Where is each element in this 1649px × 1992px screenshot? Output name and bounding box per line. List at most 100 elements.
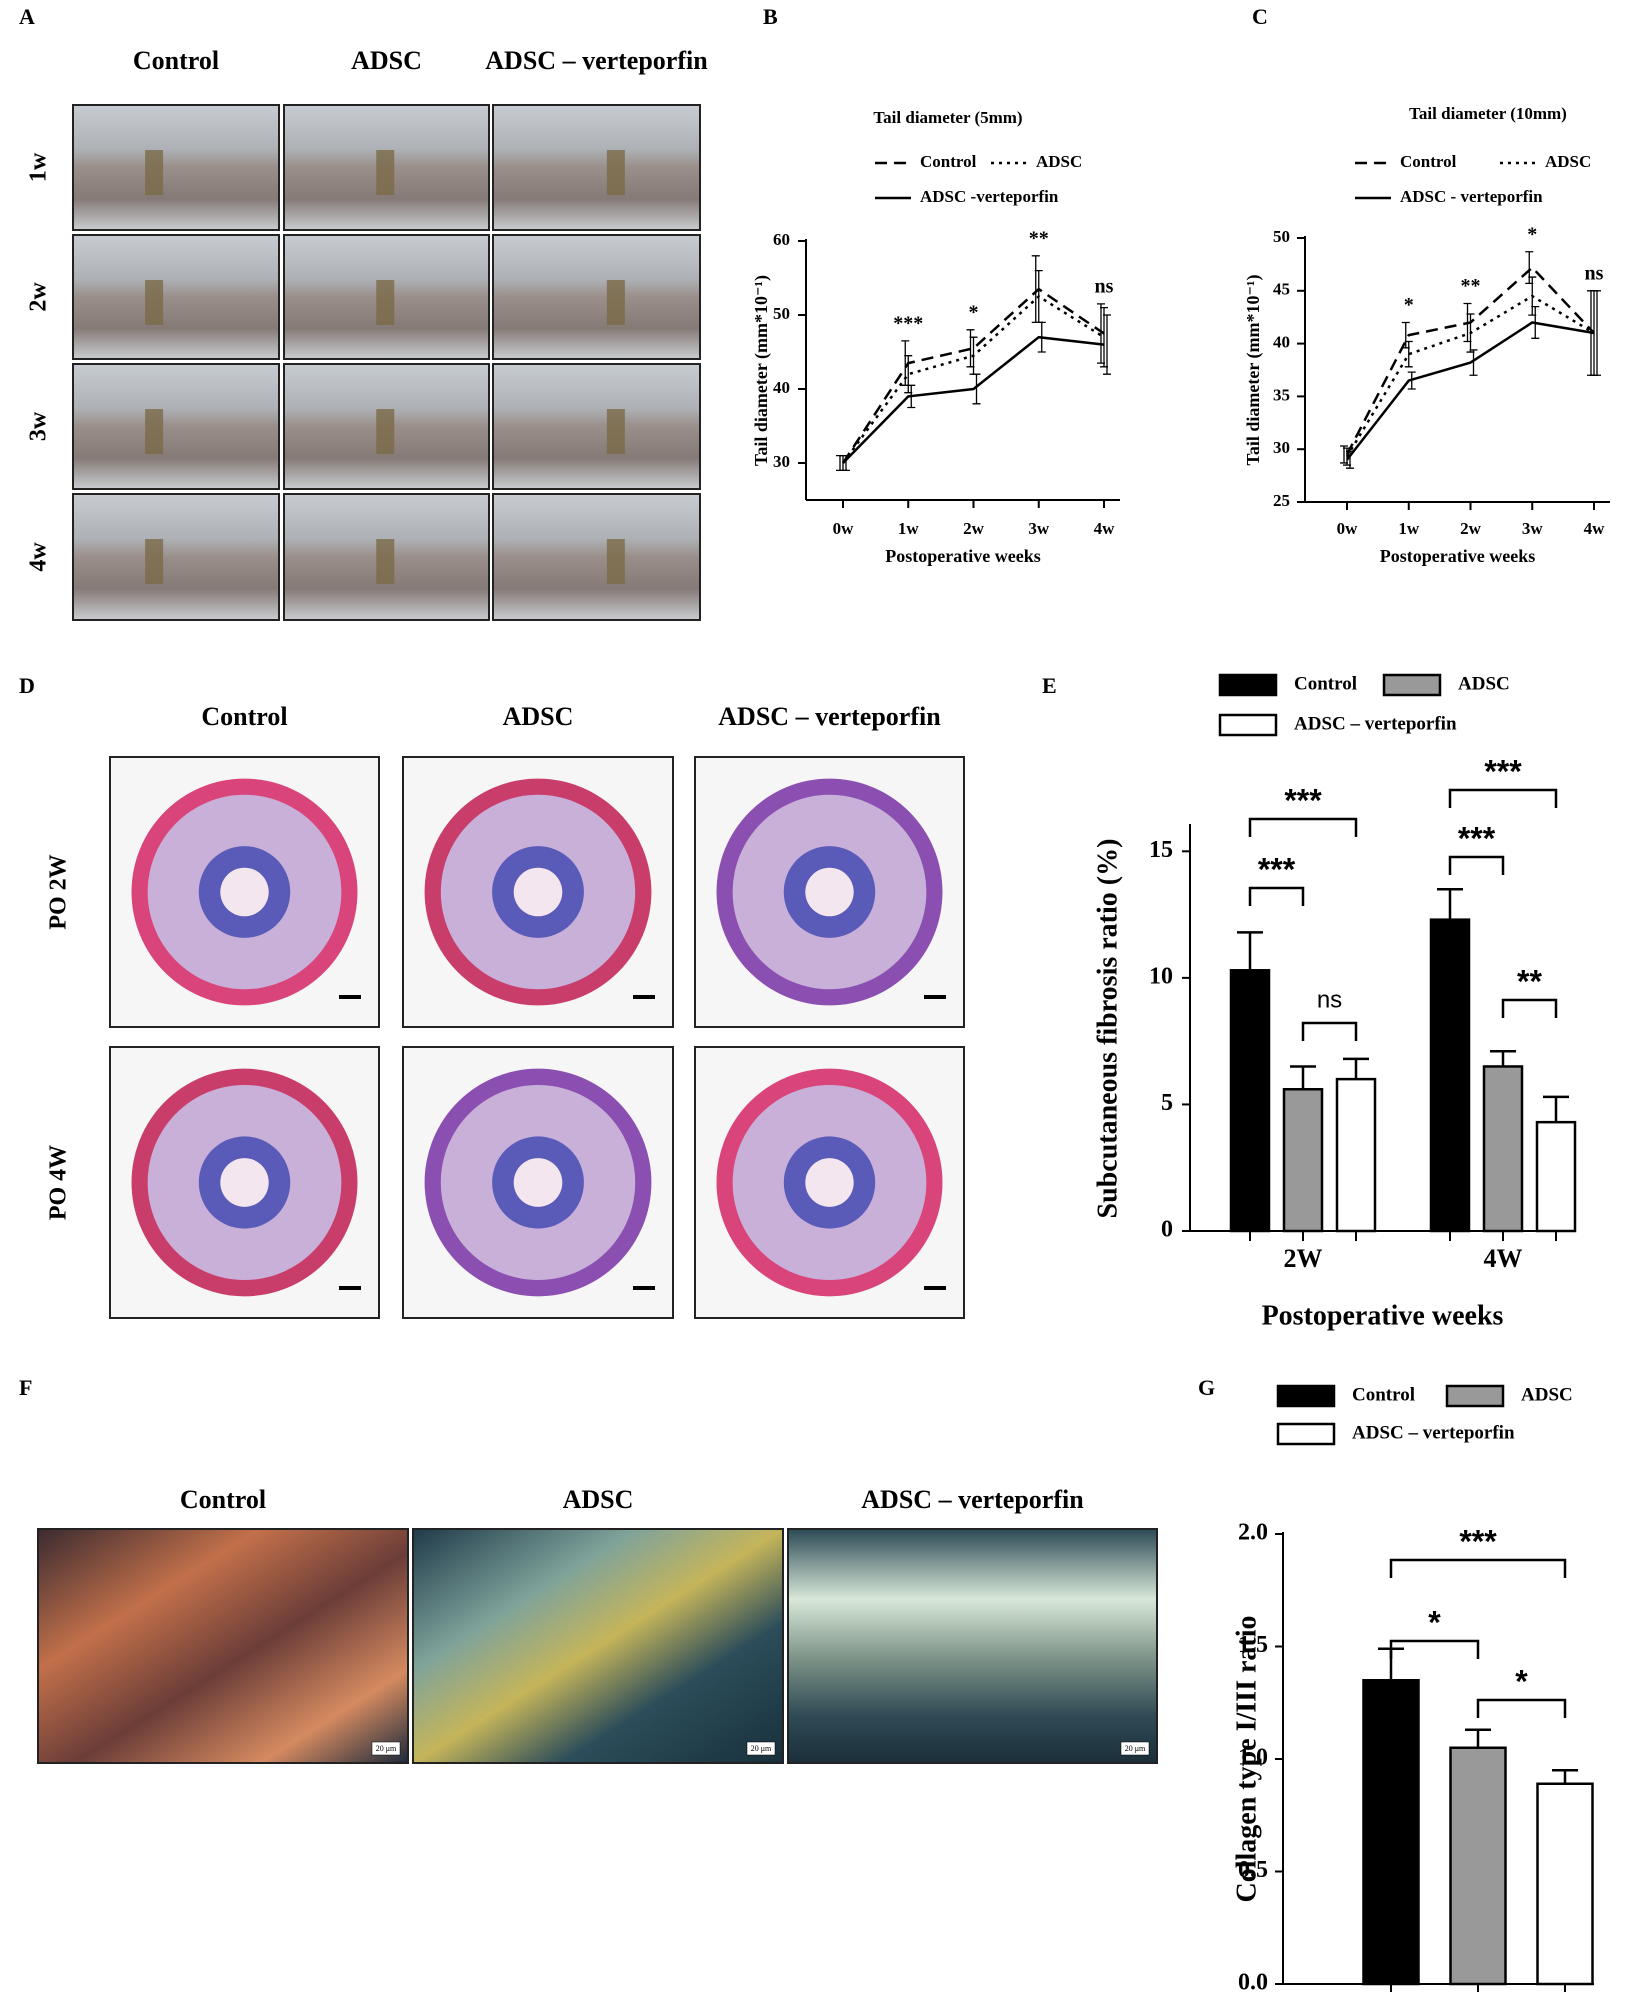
error-bar [1552, 1769, 1578, 1784]
bar [1535, 1120, 1577, 1233]
photo-detail [376, 150, 395, 195]
y-axis-label: Subcutaneous fibrosis ratio (%) [1092, 839, 1123, 1219]
significance-label: ns [1317, 986, 1342, 1013]
legend-swatch [1218, 713, 1278, 737]
bar [1362, 1679, 1420, 1986]
y-axis-label: Tail diameter (mm*10⁻¹) [1243, 275, 1264, 466]
legend-label: ADSC -verteporfin [920, 187, 1059, 206]
error-bar [1469, 349, 1478, 376]
photo-detail [513, 867, 563, 917]
bar [1282, 1088, 1324, 1233]
column-label: ADSC – verteporfin [718, 702, 941, 731]
photo [492, 234, 701, 360]
panel-letter: B [763, 4, 778, 29]
legend-label: ADSC – verteporfin [1294, 713, 1457, 734]
photo-detail [376, 539, 395, 584]
chart-title: Tail diameter (10mm) [1409, 104, 1567, 123]
y-tick-label: 1.0 [1238, 1745, 1268, 1771]
panel-letter: A [19, 4, 35, 29]
error-bar [842, 454, 850, 472]
y-tick-label: 50 [1273, 227, 1290, 246]
significance-bracket [1476, 1698, 1567, 1718]
legend-label: ADSC - verteporfin [1400, 187, 1543, 206]
significance-label: * [1404, 294, 1414, 316]
legend-swatch [1445, 1384, 1505, 1408]
photo-detail [606, 280, 625, 325]
error-bar [1407, 371, 1416, 390]
x-tick-label: 2W [1284, 1244, 1323, 1273]
photo-detail [606, 409, 625, 454]
x-tick-label: 1w [898, 519, 920, 538]
column-label: Control [133, 46, 219, 75]
row-label: 1w [26, 152, 52, 182]
line [1346, 321, 1595, 461]
x-tick-label: 4w [1584, 519, 1606, 538]
x-tick-label: 1w [1398, 519, 1420, 538]
bar [1429, 918, 1471, 1233]
photo [72, 104, 280, 231]
bar [1482, 1065, 1524, 1233]
error-bar [1103, 314, 1111, 375]
legend-swatch [1276, 1384, 1336, 1408]
photo-detail [145, 539, 164, 584]
error-bar [1490, 1050, 1516, 1067]
error-bar [1531, 305, 1540, 339]
scale-label: 20 μm [376, 1744, 397, 1753]
photo [492, 493, 701, 621]
scale-box [746, 1741, 776, 1756]
error-bar [907, 384, 916, 409]
error-bar [972, 373, 981, 405]
y-tick-label: 60 [773, 230, 790, 249]
y-tick-label: 5 [1161, 1090, 1173, 1116]
legend-label: Control [1400, 152, 1457, 171]
photo-detail [220, 1158, 269, 1207]
photo-detail [606, 150, 625, 195]
photo [72, 363, 280, 490]
chart-title: Tail diameter (5mm) [873, 108, 1022, 127]
legend-label: ADSC – verteporfin [1352, 1422, 1515, 1443]
significance-label: *** [1258, 851, 1296, 887]
error-bar [1237, 931, 1263, 971]
column-label: ADSC – verteporfin [485, 46, 708, 75]
error-bar [1037, 321, 1046, 353]
line [841, 287, 1105, 464]
significance-label: ns [1585, 262, 1604, 284]
x-tick-label: 4W [1484, 1244, 1523, 1273]
significance-label: ** [1461, 275, 1481, 297]
significance-label: *** [1284, 782, 1322, 818]
photo [37, 1528, 409, 1764]
y-tick-label: 30 [1273, 438, 1290, 457]
panel-letter: F [19, 1375, 32, 1400]
error-bar [1346, 450, 1354, 469]
y-tick-label: 40 [773, 378, 790, 397]
photo-detail [145, 150, 164, 195]
error-bar [1543, 1095, 1569, 1123]
column-label: ADSC [351, 46, 422, 75]
x-tick-label: 4w [1094, 519, 1116, 538]
row-label: 2w [26, 282, 52, 312]
legend-swatch [1218, 673, 1278, 697]
significance-label: *** [1459, 1523, 1497, 1559]
x-tick-label: 2w [963, 519, 985, 538]
photo-detail [805, 867, 854, 917]
legend-label: Control [1352, 1384, 1415, 1405]
y-tick-label: 45 [1273, 280, 1290, 299]
significance-bracket [1301, 1021, 1358, 1041]
error-bar [1593, 290, 1601, 376]
bar [1335, 1077, 1377, 1233]
row-label: 3w [26, 411, 52, 441]
row-label: PO 4W [46, 1145, 72, 1220]
bar [1229, 969, 1271, 1233]
photo-detail [220, 867, 269, 917]
y-tick-label: 35 [1273, 385, 1290, 404]
y-tick-label: 40 [1273, 333, 1290, 352]
significance-bracket [1389, 1558, 1567, 1578]
significance-label: ** [1029, 227, 1049, 249]
y-tick-label: 30 [773, 452, 790, 471]
photo-detail [145, 409, 164, 454]
legend-label: ADSC [1545, 152, 1591, 171]
row-label: PO 2W [46, 854, 72, 929]
photo-detail [376, 280, 395, 325]
significance-bracket [1248, 886, 1305, 906]
photo [492, 363, 701, 490]
